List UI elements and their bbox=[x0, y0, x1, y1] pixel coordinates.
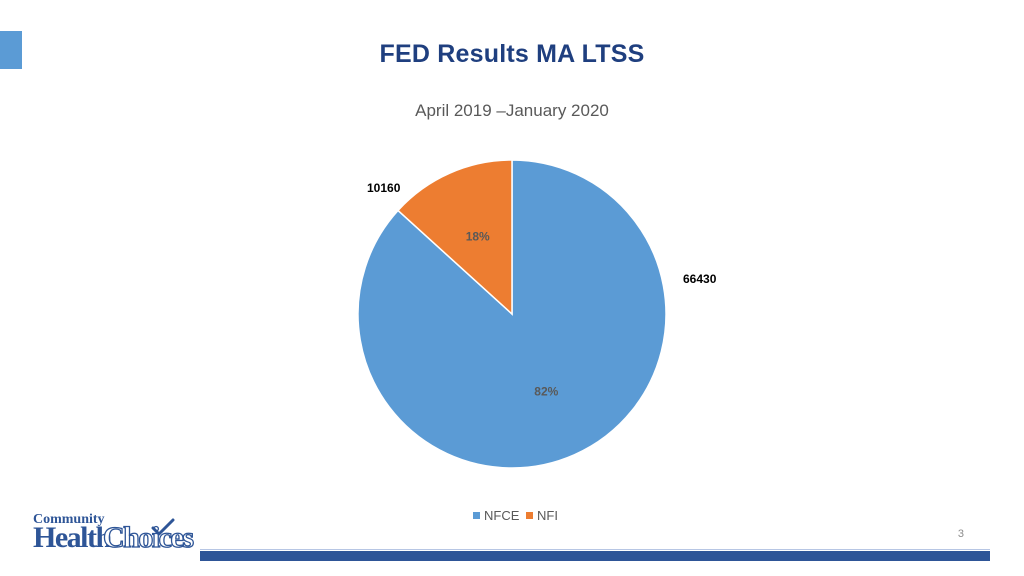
checkmark-icon bbox=[151, 518, 175, 536]
slide-title: FED Results MA LTSS bbox=[379, 40, 645, 68]
slice-percent-label-nfce: 82% bbox=[534, 384, 558, 398]
slice-value-label-nfce: 66430 bbox=[683, 272, 717, 286]
chart-title: April 2019 –January 2020 bbox=[415, 101, 609, 120]
pie-slices bbox=[357, 159, 667, 469]
corner-accent bbox=[0, 31, 22, 69]
legend-swatch-nfce bbox=[473, 512, 480, 519]
footer-divider bbox=[200, 549, 990, 550]
logo-community-text: Community bbox=[33, 512, 105, 527]
logo-health-text: Health bbox=[33, 521, 112, 554]
logo-choices-text: Choices bbox=[102, 521, 194, 554]
slice-value-label-nfi: 10160 bbox=[367, 181, 401, 195]
pie-slice-nfi bbox=[396, 159, 513, 316]
footer-bar bbox=[200, 551, 990, 561]
community-healthchoices-logo: Community Health Choices bbox=[33, 512, 198, 562]
legend-label-nfce: NFCE bbox=[484, 508, 520, 523]
legend-label-nfi: NFI bbox=[537, 508, 558, 523]
slice-percent-label-nfi: 18% bbox=[466, 230, 490, 244]
page-number: 3 bbox=[957, 528, 964, 540]
legend-swatch-nfi bbox=[526, 512, 533, 519]
legend: NFCE NFI bbox=[473, 508, 558, 523]
